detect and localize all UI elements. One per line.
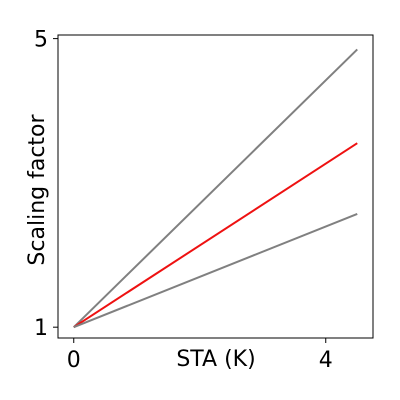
x-axis-label: STA (K) — [176, 347, 255, 372]
y-tick-label: 5 — [34, 28, 48, 53]
series-line-1 — [73, 48, 358, 328]
plot-frame — [57, 34, 374, 339]
series-line-2 — [73, 142, 358, 329]
series-layer — [73, 48, 358, 329]
x-tick-label: 0 — [67, 348, 81, 373]
series-line-3 — [73, 212, 358, 329]
y-axis-ticks: 15 — [34, 28, 58, 341]
x-tick-label: 4 — [319, 348, 333, 373]
y-axis-label: Scaling factor — [25, 113, 50, 265]
y-tick-label: 1 — [34, 316, 48, 341]
